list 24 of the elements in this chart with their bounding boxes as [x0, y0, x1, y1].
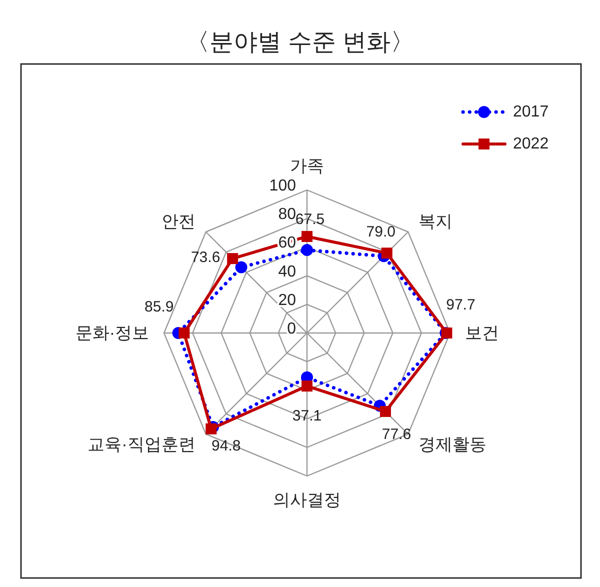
data-label: 77.6 — [382, 426, 412, 443]
title: 〈분야별 수준 변화〉 — [185, 29, 415, 56]
tick-label: 0 — [287, 320, 296, 338]
data-label: 94.8 — [212, 437, 241, 454]
data-label: 79.0 — [366, 224, 396, 241]
axis-category-label: 문화·정보 — [75, 324, 149, 342]
axis-category-label: 복지 — [418, 212, 453, 231]
tick-label: 100 — [269, 178, 296, 194]
legend-label: 2017 — [513, 104, 549, 120]
axis-category-label: 의사결정 — [273, 490, 341, 510]
tick-label: 40 — [278, 263, 296, 280]
axis-category-label: 교육·직업훈련 — [88, 435, 196, 454]
axis-category-label: 경제활동 — [418, 435, 487, 454]
axis-category-label: 보건 — [465, 324, 499, 342]
data-label: 73.6 — [190, 249, 220, 266]
data-label: 85.9 — [144, 298, 174, 316]
data-label: 67.5 — [295, 210, 325, 228]
legend-label: 2022 — [513, 136, 549, 152]
tick-label: 80 — [278, 206, 296, 224]
axis-category-label: 안전 — [161, 212, 196, 231]
tick-label: 20 — [278, 292, 296, 309]
axis-category-label: 가족 — [290, 156, 324, 176]
data-label: 97.7 — [446, 296, 476, 314]
data-label: 37.1 — [292, 408, 322, 425]
